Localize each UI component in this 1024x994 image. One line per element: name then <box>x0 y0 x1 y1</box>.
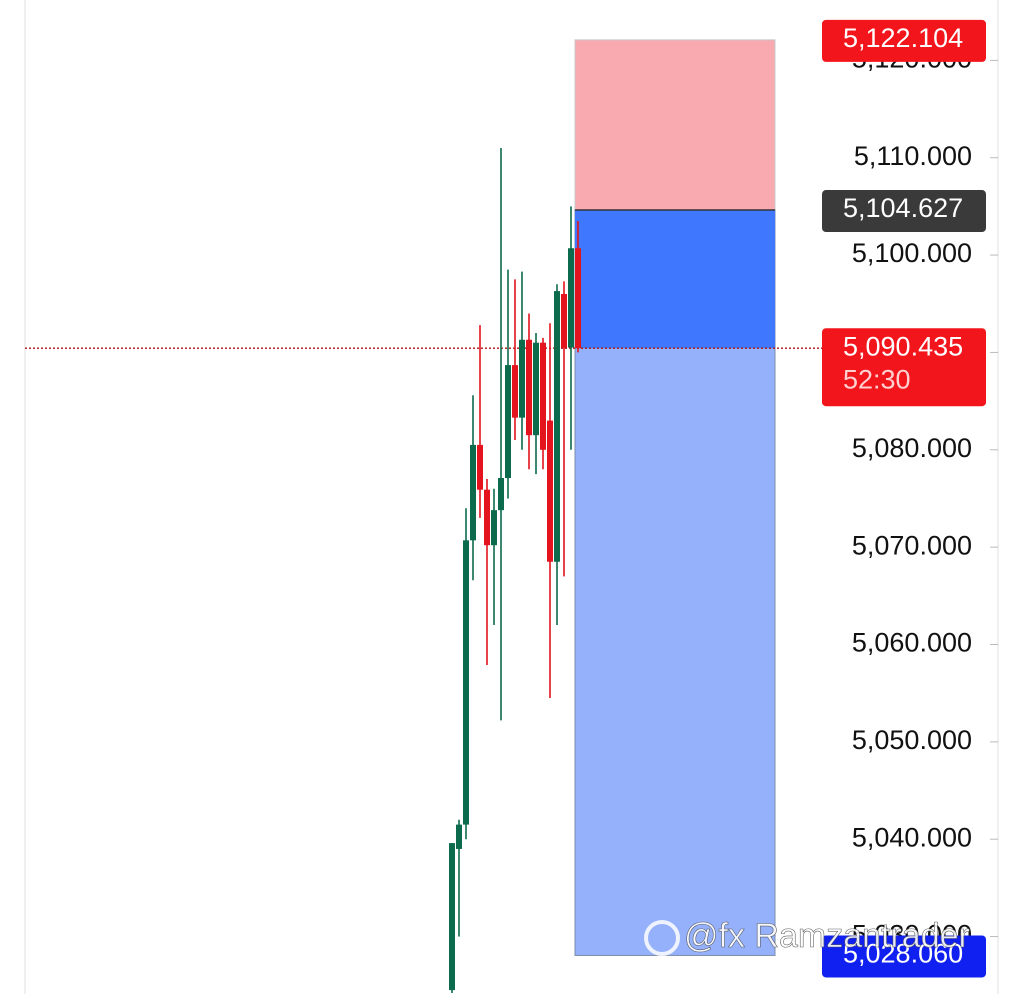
candle-body <box>561 294 567 348</box>
candle-body <box>540 342 546 450</box>
candle-body <box>505 365 511 479</box>
candle-body <box>477 444 483 490</box>
candle-body <box>456 824 462 849</box>
candle-body <box>519 339 525 418</box>
candle-body <box>547 420 553 562</box>
candle-body <box>526 339 532 436</box>
entry-badge <box>822 190 986 233</box>
entry-badge-label: 5,104.627 <box>843 193 963 223</box>
candle-body <box>554 291 560 562</box>
target-badge-label: 5,028.060 <box>843 939 963 969</box>
watermark-icon <box>644 920 680 956</box>
candle-body <box>463 540 469 825</box>
candle-body <box>575 248 581 349</box>
stop-badge-label: 5,122.104 <box>843 23 963 53</box>
stop-badge <box>822 19 986 62</box>
current-badge-label: 5,090.435 <box>843 331 963 361</box>
candle-body <box>484 489 490 546</box>
candle-body <box>512 365 518 418</box>
open-profit-zone <box>575 210 775 349</box>
candle-body <box>491 510 497 546</box>
current-badge <box>822 328 986 407</box>
y-tick-label: 5,100.000 <box>852 238 972 268</box>
target-badge <box>822 935 986 978</box>
y-tick-label: 5,060.000 <box>852 628 972 658</box>
candle-body <box>568 248 574 348</box>
watermark: @fx Ramzantrader <box>684 917 970 955</box>
stop-zone <box>574 39 776 211</box>
y-tick-label: 5,080.000 <box>852 433 972 463</box>
candle-body <box>533 342 539 436</box>
y-tick-label: 5,110.000 <box>854 141 972 171</box>
countdown: 52:30 <box>843 364 911 394</box>
candle-body <box>449 843 455 991</box>
y-tick-label: 5,050.000 <box>852 725 972 755</box>
candle-body <box>470 444 476 541</box>
y-tick-label: 5,070.000 <box>852 530 972 560</box>
candle-body <box>498 478 504 511</box>
y-tick-label: 5,040.000 <box>852 822 972 852</box>
